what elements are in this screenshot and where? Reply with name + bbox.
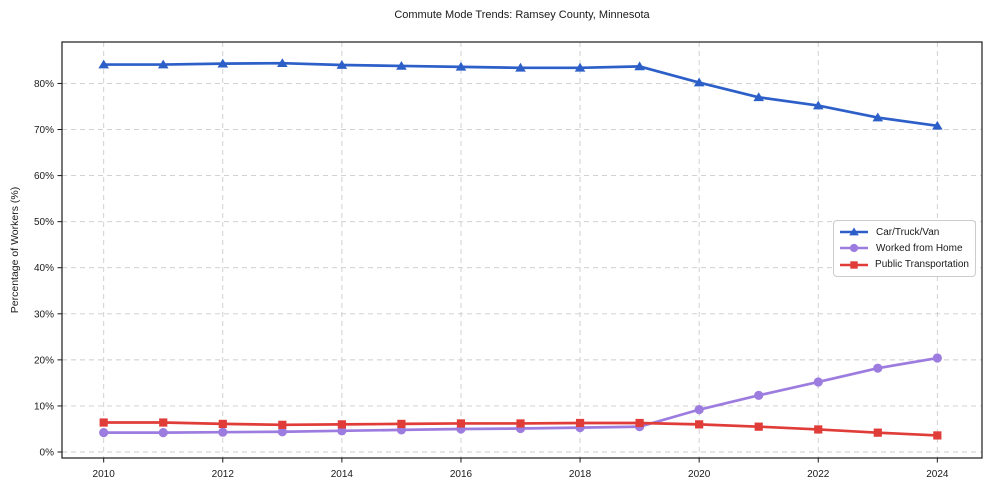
svg-text:2014: 2014 [331,469,354,480]
legend: Car/Truck/Van Worked from Home Public Tran… [833,220,976,277]
svg-text:70%: 70% [34,125,54,136]
svg-text:80%: 80% [34,79,54,90]
legend-item-public-transportation: Public Transportation [839,257,969,273]
series-car-truck-van [98,58,943,130]
svg-text:2024: 2024 [926,469,949,480]
svg-text:40%: 40% [34,263,54,274]
svg-text:30%: 30% [34,309,54,320]
legend-swatch-circle-icon [840,244,868,253]
legend-swatch-square-icon [840,261,868,269]
y-axis-label: Percentage of Workers (%) [9,186,21,314]
legend-label: Car/Truck/Van [876,226,940,238]
legend-label: Public Transportation [875,259,969,271]
legend-label: Worked from Home [876,242,963,254]
svg-text:2018: 2018 [569,469,592,480]
y-tick-labels: 0% 10% 20% 30% 40% 50% 60% 70% 80% [34,79,54,459]
legend-item-car-truck-van: Car/Truck/Van [839,224,969,240]
svg-text:60%: 60% [34,171,54,182]
svg-text:2016: 2016 [450,469,473,480]
axes-frame [61,41,983,459]
svg-text:2012: 2012 [212,469,235,480]
svg-text:20%: 20% [34,355,54,366]
svg-text:50%: 50% [34,217,54,228]
svg-text:10%: 10% [34,401,54,412]
svg-text:2010: 2010 [93,469,116,480]
legend-item-worked-from-home: Worked from Home [839,240,969,256]
chart-title: Commute Mode Trends: Ramsey County, Minn… [394,9,650,21]
x-tick-labels: 2010 2012 2014 2016 2018 2020 2022 2024 [93,469,949,480]
series-public-transportation [99,418,942,440]
axis-ticks [57,82,938,463]
svg-text:2020: 2020 [688,469,711,480]
legend-swatch-triangle-icon [840,227,868,236]
svg-text:2022: 2022 [807,469,830,480]
svg-text:0%: 0% [40,448,55,459]
